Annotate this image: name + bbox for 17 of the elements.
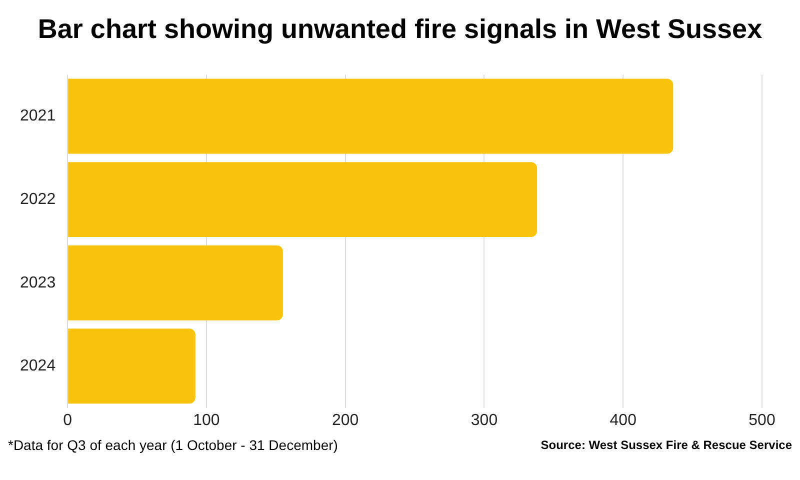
x-tick-label: 0: [63, 412, 72, 429]
bar: [68, 78, 674, 154]
x-tick-label: 500: [748, 412, 776, 429]
y-tick-label: 2024: [20, 358, 56, 375]
bar: [68, 162, 538, 238]
x-tick-label: 100: [193, 412, 220, 429]
chart-title: Bar chart showing unwanted fire signals in West Sussex: [36, 14, 764, 45]
bar: [68, 328, 196, 404]
x-tick-label: 400: [610, 412, 637, 429]
x-tick-label: 300: [470, 412, 498, 429]
y-tick-label: 2022: [20, 190, 56, 208]
text: *Data for Q3 of each year (1 October - 31 December): [8, 437, 338, 453]
bar: [68, 245, 283, 320]
source-note: Source: West Sussex Fire & Rescue Service: [540, 438, 792, 452]
y-tick-label: 2021: [20, 108, 56, 125]
x-tick-label: 200: [332, 412, 359, 429]
y-tick-label: 2023: [20, 274, 56, 292]
